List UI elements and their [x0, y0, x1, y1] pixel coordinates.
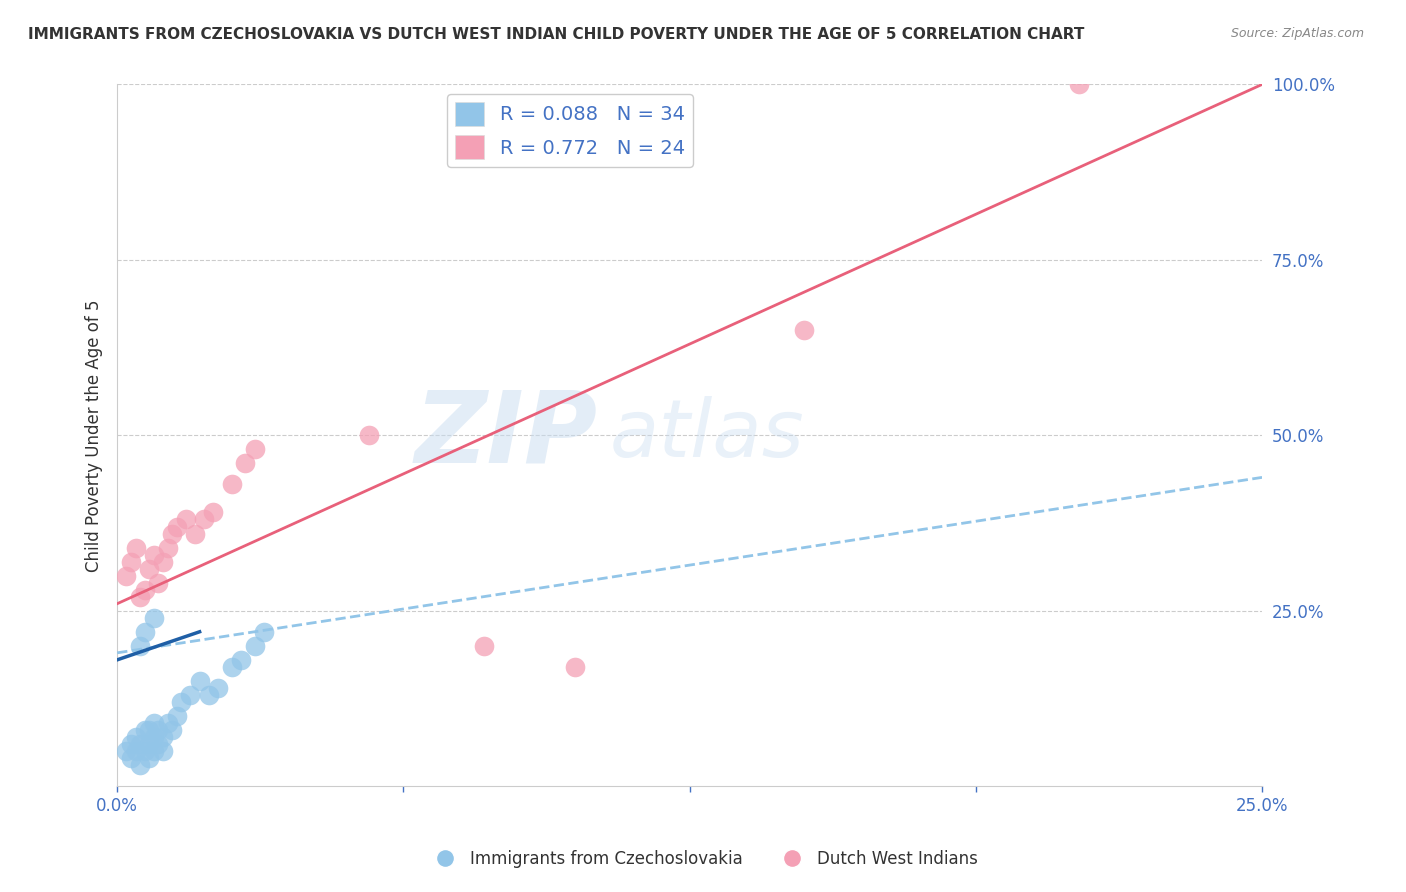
Text: ZIP: ZIP [415, 387, 598, 483]
Point [472, 639, 495, 653]
Point [152, 555, 174, 569]
Point [193, 512, 215, 526]
Point [138, 723, 160, 737]
Point [138, 561, 160, 575]
Point [142, 716, 165, 731]
Point [160, 526, 183, 541]
Text: atlas: atlas [609, 396, 804, 475]
Point [124, 541, 146, 555]
Point [170, 695, 193, 709]
Point [793, 323, 815, 337]
Point [357, 428, 380, 442]
Point [129, 590, 152, 604]
Point [138, 751, 160, 765]
Text: Source: ZipAtlas.com: Source: ZipAtlas.com [1230, 27, 1364, 40]
Point [134, 624, 156, 639]
Point [129, 639, 152, 653]
Point [120, 555, 142, 569]
Point [142, 548, 165, 562]
Point [148, 575, 170, 590]
Point [142, 611, 165, 625]
Point [221, 660, 243, 674]
Text: IMMIGRANTS FROM CZECHOSLOVAKIA VS DUTCH WEST INDIAN CHILD POVERTY UNDER THE AGE : IMMIGRANTS FROM CZECHOSLOVAKIA VS DUTCH … [28, 27, 1084, 42]
Point [184, 526, 207, 541]
Point [253, 624, 276, 639]
Point [115, 568, 138, 582]
Point [120, 751, 142, 765]
Point [152, 744, 174, 758]
Legend: Immigrants from Czechoslovakia, Dutch West Indians: Immigrants from Czechoslovakia, Dutch We… [422, 844, 984, 875]
Point [129, 758, 152, 772]
Point [134, 723, 156, 737]
Point [129, 737, 152, 751]
Point [221, 477, 243, 491]
Point [564, 660, 586, 674]
Y-axis label: Child Poverty Under the Age of 5: Child Poverty Under the Age of 5 [86, 299, 103, 572]
Point [120, 737, 142, 751]
Point [174, 512, 197, 526]
Point [243, 639, 266, 653]
Point [179, 688, 201, 702]
Point [134, 744, 156, 758]
Point [202, 506, 225, 520]
Point [166, 709, 188, 723]
Point [243, 442, 266, 457]
Point [207, 681, 229, 695]
Point [229, 653, 252, 667]
Point [160, 723, 183, 737]
Point [197, 688, 219, 702]
Point [188, 673, 211, 688]
Point [235, 456, 257, 470]
Point [124, 730, 146, 744]
Point [124, 744, 146, 758]
Point [148, 723, 170, 737]
Point [138, 737, 160, 751]
Point [156, 716, 179, 731]
Point [142, 730, 165, 744]
Point [142, 744, 165, 758]
Point [166, 519, 188, 533]
Legend: R = 0.088   N = 34, R = 0.772   N = 24: R = 0.088 N = 34, R = 0.772 N = 24 [447, 95, 693, 167]
Point [148, 737, 170, 751]
Point [115, 744, 138, 758]
Point [152, 730, 174, 744]
Point [1067, 78, 1090, 92]
Point [134, 582, 156, 597]
Point [156, 541, 179, 555]
